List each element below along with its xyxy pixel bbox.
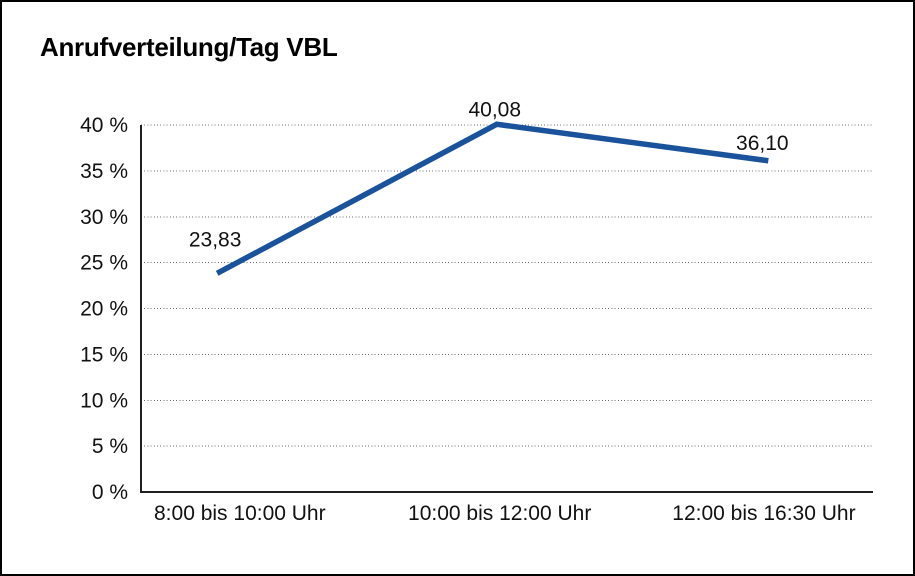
y-tick-label: 15 % (80, 343, 128, 366)
data-point-label: 40,08 (468, 98, 521, 121)
y-tick-label: 20 % (80, 298, 128, 321)
y-tick-label: 30 % (80, 206, 128, 229)
y-tick-label: 25 % (80, 252, 128, 275)
x-category-label: 12:00 bis 16:30 Uhr (672, 502, 855, 525)
chart-title: Anrufverteilung/Tag VBL (40, 32, 338, 62)
y-tick-label: 5 % (92, 435, 128, 458)
data-point-label: 36,10 (736, 132, 789, 155)
y-tick-label: 35 % (80, 160, 128, 183)
x-category-label: 10:00 bis 12:00 Uhr (408, 502, 591, 525)
x-category-label: 8:00 bis 10:00 Uhr (154, 502, 326, 525)
y-tick-label: 40 % (80, 114, 128, 137)
y-tick-label: 10 % (80, 389, 128, 412)
y-tick-label: 0 % (92, 481, 128, 504)
data-point-label: 23,83 (189, 228, 242, 251)
data-line (215, 121, 769, 276)
